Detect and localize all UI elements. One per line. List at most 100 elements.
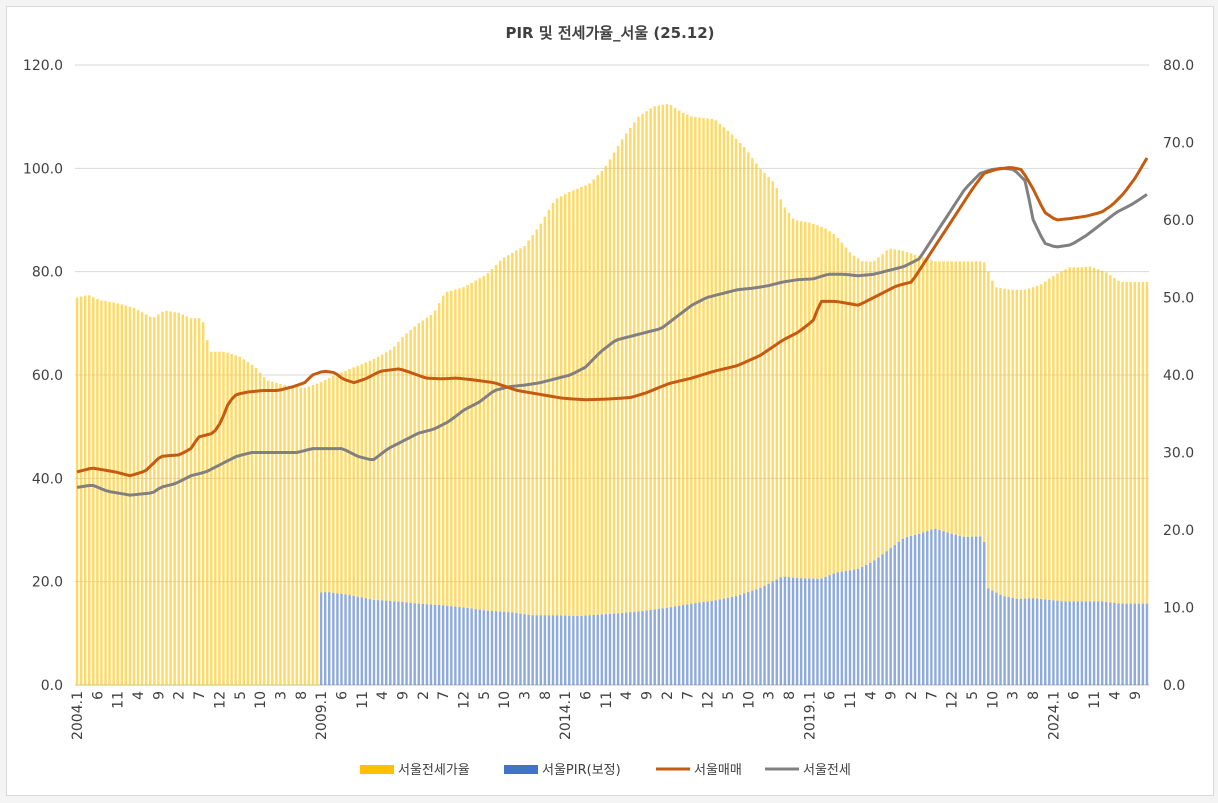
jeonse-ratio-bar <box>458 288 461 608</box>
jeonse-ratio-bar <box>877 257 880 558</box>
pir-bar <box>1084 601 1088 685</box>
jeonse-ratio-bar <box>421 320 425 604</box>
jeonse-ratio-bar <box>1080 267 1084 602</box>
pir-bar <box>710 600 713 685</box>
pir-bar <box>934 528 937 685</box>
jeonse-ratio-bar <box>83 295 87 685</box>
pir-bar <box>1072 601 1075 685</box>
jeonse-ratio-bar <box>380 354 384 601</box>
jeonse-ratio-bar <box>311 385 315 685</box>
jeonse-ratio-bar <box>136 310 140 685</box>
jeonse-ratio-bar <box>535 229 538 616</box>
jeonse-ratio-bar <box>629 127 632 613</box>
pir-bar <box>507 612 510 685</box>
legend-label: 서울매매 <box>694 763 742 778</box>
pir-bar <box>706 601 709 685</box>
jeonse-ratio-bar <box>1096 269 1100 602</box>
jeonse-ratio-bar <box>869 261 872 563</box>
pir-bar <box>1125 603 1128 685</box>
pir-bar <box>1007 597 1010 685</box>
pir-bar <box>926 531 929 685</box>
pir-bar <box>999 594 1002 685</box>
jeonse-ratio-bar <box>254 368 258 685</box>
pir-bar <box>616 613 620 685</box>
jeonse-ratio-bar <box>808 222 811 579</box>
pir-bar <box>775 579 778 685</box>
pir-bar <box>966 536 970 685</box>
pir-bar <box>804 578 807 685</box>
pir-bar <box>893 544 896 685</box>
jeonse-ratio-bar <box>653 106 656 610</box>
jeonse-ratio-bar <box>755 163 758 590</box>
jeonse-ratio-bar <box>376 356 380 601</box>
jeonse-ratio-bar <box>205 340 209 685</box>
jeonse-ratio-bar <box>193 318 197 685</box>
legend-label: 서울전세가율 <box>398 763 470 778</box>
jeonse-ratio-bar <box>140 312 144 685</box>
jeonse-ratio-bar <box>348 369 351 596</box>
pir-bar <box>734 596 738 685</box>
pir-bar <box>1129 603 1132 685</box>
jeonse-ratio-bar <box>836 237 840 573</box>
pir-bar <box>348 595 351 685</box>
jeonse-ratio-bar <box>580 186 583 616</box>
pir-bar <box>1039 599 1043 685</box>
jeonse-ratio-bar <box>328 377 331 593</box>
pir-bar <box>686 604 689 685</box>
pir-bar <box>930 529 933 685</box>
pir-bar <box>572 615 575 685</box>
legend-swatch <box>504 765 538 774</box>
jeonse-ratio-bar <box>364 362 368 599</box>
pir-bar <box>738 594 742 685</box>
jeonse-ratio-bar <box>860 261 864 567</box>
jeonse-ratio-bar <box>307 386 311 685</box>
jeonse-ratio-bar <box>616 145 620 614</box>
jeonse-ratio-bar <box>885 250 888 552</box>
pir-bar <box>319 592 323 685</box>
jeonse-ratio-bar <box>1109 275 1112 603</box>
pir-bar <box>1048 599 1051 685</box>
pir-bar <box>429 604 433 685</box>
jeonse-ratio-bar <box>173 312 176 685</box>
pir-bar <box>523 614 526 685</box>
jeonse-ratio-bar <box>563 194 567 616</box>
y-right-tick-label: 50.0 <box>1163 291 1194 307</box>
jeonse-ratio-bar <box>1072 267 1075 602</box>
pir-bar <box>625 612 628 685</box>
pir-bar <box>836 572 840 685</box>
pir-bar <box>991 590 994 685</box>
pir-bar <box>983 541 986 685</box>
pir-bar <box>405 602 408 685</box>
jeonse-index-line <box>76 166 1148 497</box>
jeonse-ratio-bar <box>962 261 966 537</box>
jeonse-ratio-bar <box>523 245 526 615</box>
jeonse-ratio-bar <box>397 341 400 602</box>
y-right-tick-label: 30.0 <box>1163 446 1194 462</box>
y-left-tick-label: 100.0 <box>23 161 63 177</box>
pir-bar <box>368 599 372 685</box>
jeonse-ratio-bar <box>393 346 396 602</box>
pir-bar <box>673 606 677 685</box>
jeonse-ratio-bar <box>299 387 303 685</box>
x-tick-label: 8 <box>782 691 798 700</box>
jeonse-ratio-bar <box>315 383 319 685</box>
jeonse-ratio-bar <box>950 261 953 534</box>
jeonse-ratio-bar <box>787 212 791 578</box>
pir-bar <box>763 585 766 685</box>
x-tick-label: 7 <box>436 691 452 700</box>
jeonse-ratio-bar <box>287 385 290 685</box>
jeonse-ratio-bar <box>197 318 201 685</box>
jeonse-ratio-bar <box>938 261 941 530</box>
pir-bar <box>856 568 860 685</box>
x-tick-label: 9 <box>151 691 167 700</box>
jeonse-ratio-bar <box>783 207 787 577</box>
jeonse-ratio-bar <box>738 142 742 595</box>
pir-bar <box>897 541 901 685</box>
pir-bar <box>698 602 701 685</box>
pir-bar <box>1035 598 1039 685</box>
pir-bar <box>401 601 404 685</box>
jeonse-ratio-bar <box>531 235 534 616</box>
jeonse-ratio-bar <box>515 250 518 614</box>
jeonse-ratio-bar <box>559 196 563 616</box>
jeonse-ratio-bar <box>930 260 933 530</box>
